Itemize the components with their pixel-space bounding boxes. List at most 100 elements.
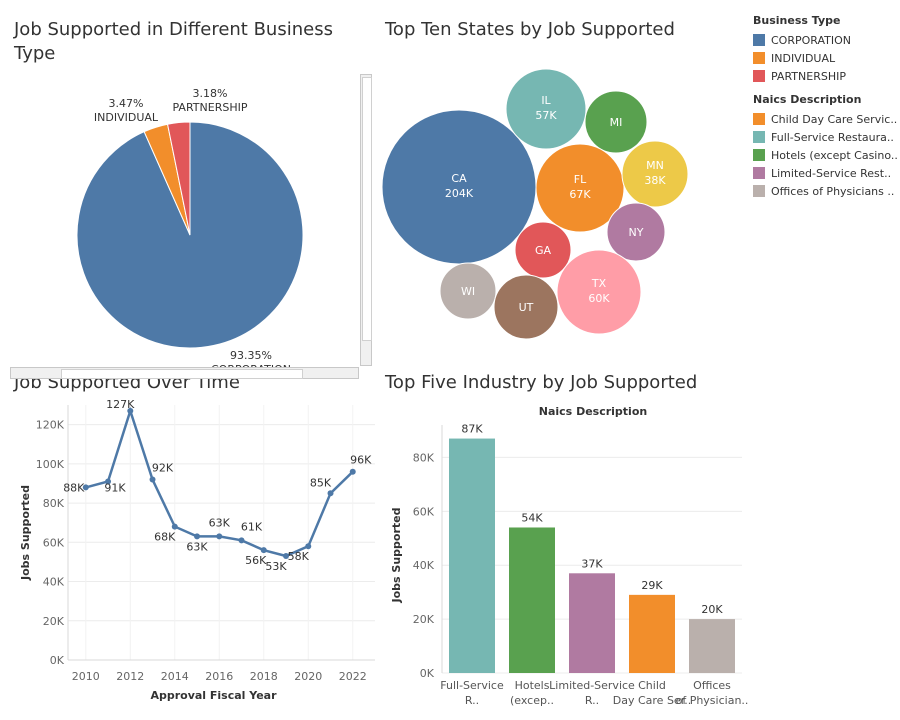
data-point [82,484,89,491]
y-tick-label: 20K [43,615,65,628]
pie-chart: 3.47%INDIVIDUAL3.18%PARTNERSHIP93.35%COR… [76,87,304,368]
pie-label-name: PARTNERSHIP [173,101,248,114]
bar-value-label: 37K [581,557,603,570]
data-point [105,478,112,485]
bubble-state-label: CA [451,172,467,185]
bar-chart-title: Top Five Industry by Job Supported [385,372,698,393]
bubble-tx [556,249,642,335]
legend-swatch [753,131,765,143]
data-point [283,553,290,560]
bubble-state-label: GA [535,244,552,257]
data-point [216,533,223,540]
y-tick-label: 20K [413,613,435,626]
data-point [238,537,245,544]
naics-legend-item[interactable]: Hotels (except Casino.. [753,146,898,164]
business-type-legend-item[interactable]: INDIVIDUAL [753,49,898,67]
x-axis-title: Approval Fiscal Year [150,689,277,702]
y-tick-label: 0K [420,667,435,680]
data-label: 85K [310,476,332,489]
business-type-legend-item[interactable]: CORPORATION [753,31,898,49]
pie-vertical-scrollbar[interactable] [360,74,372,366]
bubble-fl [535,143,625,233]
x-tick-label: 2010 [72,670,100,683]
pie-slice-partnership [166,121,191,236]
data-point [127,407,134,414]
bubble-state-label: MN [646,159,664,172]
bar [569,573,615,673]
data-label: 58K [288,550,310,563]
bar [509,527,555,673]
x-tick-label: 2022 [339,670,367,683]
bubble-value-label: 57K [535,109,557,122]
scrollbar-thumb[interactable] [61,369,303,379]
naics-legend-item[interactable]: Full-Service Restaura.. [753,128,898,146]
legend-swatch [753,70,765,82]
pie-label-value: 3.47% [109,97,144,110]
bubble-chart-title: Top Ten States by Job Supported [385,19,675,40]
bubble-ut [493,274,559,340]
data-point [327,490,334,497]
bar-value-label: 87K [461,423,483,436]
naics-legend-title: Naics Description [753,93,862,106]
pie-label-clipped: CORPORATION [211,363,291,376]
y-tick-label: 80K [43,497,65,510]
pie-label-value: 3.18% [193,87,228,100]
data-label: 88K [63,481,85,494]
naics-legend-item[interactable]: Limited-Service Rest.. [753,164,898,182]
legend-swatch [753,149,765,161]
pie-chart-title: Job Supported in Different Business Type [14,19,333,64]
x-tick-label: 2020 [294,670,322,683]
legend-swatch [753,185,765,197]
line-chart: 0K 20K 40K 60K 80K 100K 120K 2010 2012 2014 2016 20… [19,398,375,702]
y-tick-label: 40K [43,576,65,589]
x-category-label: Child Day Care Ser.. [613,679,691,707]
bar [629,594,675,673]
naics-legend-item[interactable]: Offices of Physicians .. [753,182,898,200]
x-category-label: Full-Service R.. [440,679,504,707]
bar-chart: Naics Description 0K 20K 40K 60K 80K Jobs Supp… [390,405,748,707]
y-tick-label: 0K [50,654,65,667]
pie-horizontal-scrollbar[interactable] [10,367,359,379]
data-label: 96K [350,454,372,467]
legend-swatch [753,34,765,46]
data-point [305,543,312,550]
y-tick-label: 60K [413,505,435,518]
legend-label: Full-Service Restaura.. [771,130,894,144]
x-tick-label: 2018 [250,670,278,683]
x-tick-label: 2014 [161,670,189,683]
legend: Business Type CORPORATION INDIVIDUAL PARTN… [753,14,898,200]
x-category-label: Limited-Service R.. [549,679,635,707]
bubble-state-label: TX [591,277,607,290]
x-category-label: Hotels (excep.. [510,679,554,707]
data-label: 91K [104,482,126,495]
bubble-state-label: WI [461,285,475,298]
bar-value-label: 29K [641,579,663,592]
naics-legend-item[interactable]: Child Day Care Servic.. [753,110,898,128]
bubble-value-label: 204K [445,187,474,200]
bubble-state-label: FL [574,173,587,186]
y-axis-title: Jobs Supported [390,508,403,604]
bar-header: Naics Description [539,405,647,418]
legend-label: INDIVIDUAL [771,51,836,65]
legend-label: Limited-Service Rest.. [771,166,892,180]
data-label: 56K [245,554,267,567]
data-label: 127K [106,398,135,411]
data-point [194,533,201,540]
data-label: 63K [186,540,208,553]
y-tick-label: 120K [36,419,65,432]
legend-swatch [753,167,765,179]
data-point [260,547,267,554]
bubble-value-label: 60K [588,292,610,305]
legend-label: Offices of Physicians .. [771,184,895,198]
pie-label-name: CORPORATION [211,363,291,376]
data-point [171,523,178,530]
bubble-state-label: IL [541,94,551,107]
business-type-legend-item[interactable]: PARTNERSHIP [753,67,898,85]
scrollbar-thumb[interactable] [362,77,372,341]
y-tick-label: 100K [36,458,65,471]
bar-value-label: 20K [701,603,723,616]
bubble-wi [439,262,497,320]
bar [449,438,495,673]
business-type-legend: CORPORATION INDIVIDUAL PARTNERSHIP [753,31,898,85]
bubble-chart: CA 204K IL 57K MI FL 67K MN 38K NY GA TX 60K WI UT [381,68,689,340]
